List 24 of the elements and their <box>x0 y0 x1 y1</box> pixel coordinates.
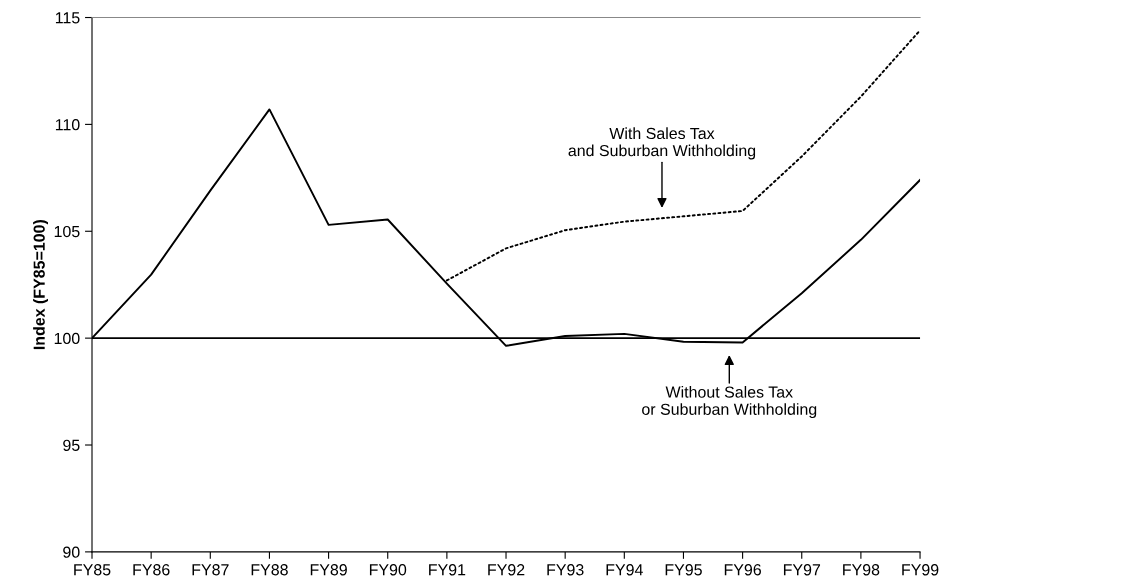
x-tick-label: FY94 <box>606 564 643 576</box>
annotation: Without Sales Tax or Suburban Withholding <box>642 386 817 419</box>
y-axis-title: Index (FY85=100) <box>33 220 48 350</box>
x-tick-label: FY88 <box>251 564 288 576</box>
x-tick-label: FY89 <box>310 564 347 576</box>
x-tick-label: FY97 <box>783 564 821 576</box>
y-tick-label: 115 <box>55 12 80 24</box>
y-tick-label: 90 <box>63 546 80 558</box>
x-tick-label: FY87 <box>192 564 229 576</box>
x-tick-label: FY99 <box>902 564 939 576</box>
x-tick-label: FY98 <box>843 564 880 576</box>
x-tick-label: FY86 <box>133 564 170 576</box>
x-tick-label: FY93 <box>547 564 584 576</box>
x-tick-label: FY92 <box>488 564 525 576</box>
x-tick-label: FY96 <box>724 564 761 576</box>
annotation: With Sales Tax and Suburban Withholding <box>568 127 756 160</box>
y-tick-label: 105 <box>54 225 80 238</box>
x-tick-label: FY90 <box>369 564 407 576</box>
y-tick-label: 95 <box>63 439 80 451</box>
y-tick-label: 100 <box>54 332 80 345</box>
y-tick-label: 110 <box>55 119 80 131</box>
x-tick-label: FY85 <box>74 564 111 576</box>
x-tick-label: FY95 <box>665 564 702 576</box>
x-tick-label: FY91 <box>429 564 466 576</box>
